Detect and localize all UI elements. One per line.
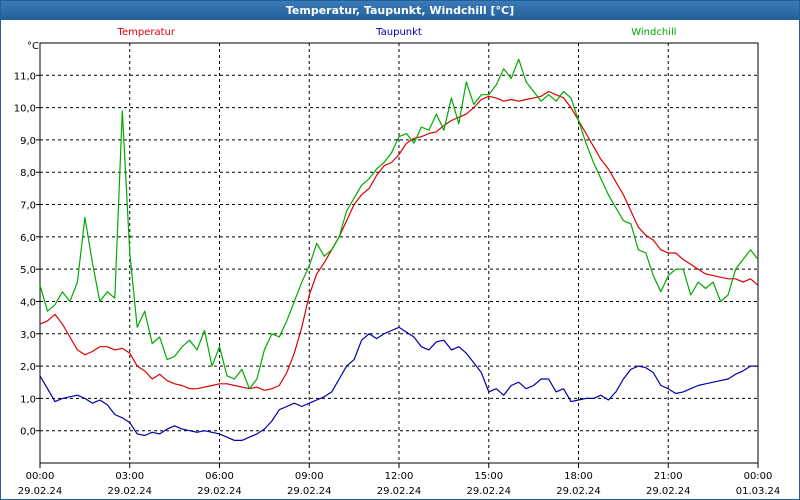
x-tick-date-label: 01.03.24 — [736, 486, 781, 497]
x-tick-date-label: 29.02.24 — [466, 486, 511, 497]
grid-lines — [40, 43, 758, 463]
y-tick-label: 8,0 — [20, 168, 36, 179]
x-tick-time-label: 21:00 — [654, 471, 683, 482]
y-tick-label: 9,0 — [20, 136, 36, 147]
x-tick-date-label: 29.02.24 — [197, 486, 242, 497]
legend: Temperatur Taupunkt Windchill — [117, 27, 677, 38]
x-tick-time-label: 06:00 — [205, 471, 234, 482]
x-tick-time-label: 00:00 — [744, 471, 773, 482]
window-title-bar: Temperatur, Taupunkt, Windchill [°C] — [1, 1, 799, 20]
y-tick-label: 10,0 — [14, 104, 36, 115]
y-tick-label: 5,0 — [20, 265, 36, 276]
y-tick-label: 1,0 — [20, 394, 36, 405]
x-tick-date-label: 29.02.24 — [646, 486, 691, 497]
legend-entry-windchill: Windchill — [631, 27, 676, 38]
x-tick-date-label: 29.02.24 — [556, 486, 601, 497]
y-tick-label: 3,0 — [20, 330, 36, 341]
y-tick-label: 0,0 — [20, 427, 36, 438]
axes — [36, 42, 759, 468]
x-tick-time-label: 18:00 — [564, 471, 593, 482]
y-tick-label: 7,0 — [20, 201, 36, 212]
x-tick-date-label: 29.02.24 — [287, 486, 332, 497]
series-line-windchill — [39, 58, 759, 390]
window-title: Temperatur, Taupunkt, Windchill [°C] — [285, 4, 515, 17]
y-tick-label: 4,0 — [20, 297, 36, 308]
x-tick-time-label: 15:00 — [474, 471, 503, 482]
y-tick-label: 11,0 — [14, 71, 36, 82]
x-tick-date-label: 29.02.24 — [107, 486, 152, 497]
axis-labels: 0,0 1,0 2,0 3,0 4,0 5,0 6,0 7,0 8,0 9,0 10,0 11,0 °C… — [14, 41, 781, 497]
series-line-temperatur — [39, 90, 759, 391]
legend-entry-temperatur: Temperatur — [117, 27, 176, 38]
x-tick-date-label: 29.02.24 — [377, 486, 422, 497]
x-tick-time-label: 09:00 — [295, 471, 324, 482]
legend-entry-taupunkt: Taupunkt — [375, 27, 422, 38]
x-tick-time-label: 03:00 — [115, 471, 144, 482]
data-series — [39, 58, 759, 441]
y-tick-label: 2,0 — [20, 362, 36, 373]
y-axis-unit-label: °C — [27, 41, 39, 52]
y-tick-label: 6,0 — [20, 233, 36, 244]
series-line-taupunkt — [39, 326, 758, 441]
x-tick-date-label: 29.02.24 — [18, 486, 63, 497]
chart-plot: 0,0 1,0 2,0 3,0 4,0 5,0 6,0 7,0 8,0 9,0 10,0 11,0 °C… — [14, 27, 781, 497]
x-tick-time-label: 00:00 — [26, 471, 55, 482]
x-tick-time-label: 12:00 — [385, 471, 414, 482]
